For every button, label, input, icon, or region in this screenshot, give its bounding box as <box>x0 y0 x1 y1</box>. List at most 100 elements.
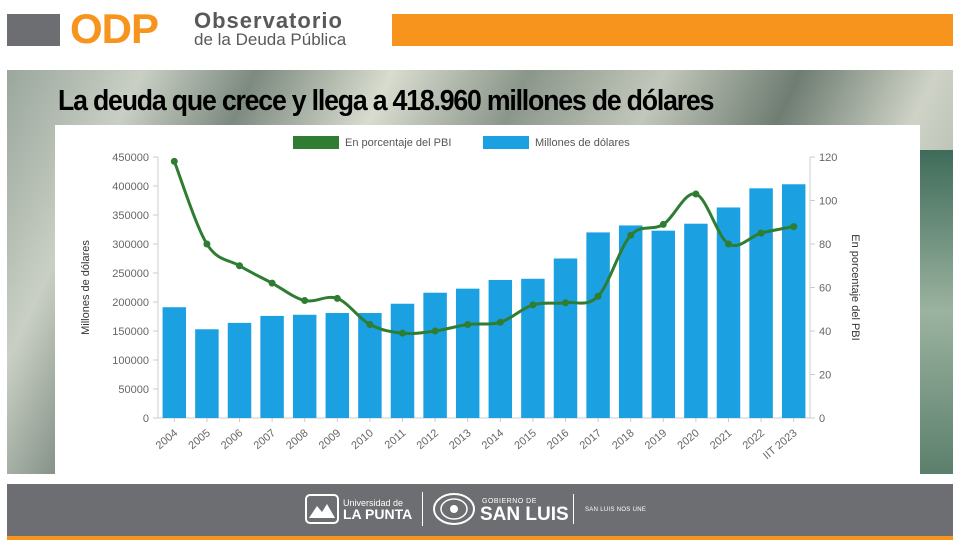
org-name-line2: de la Deuda Pública <box>194 30 347 49</box>
x-tick-label: 2015 <box>512 427 538 452</box>
y-tick-label: 300000 <box>112 239 149 251</box>
x-tick-label: 2014 <box>480 427 506 452</box>
debt-chart: 0 50000 100000 150000 200000 250000 300000 3500… <box>80 136 861 462</box>
x-tick-label: 2019 <box>643 427 669 452</box>
x-tick-label: 2020 <box>675 427 701 452</box>
x-tick-label: 2018 <box>610 427 636 452</box>
point-porcentaje-pbi <box>399 329 406 337</box>
point-porcentaje-pbi <box>529 301 537 309</box>
footer-orange-line <box>7 536 953 540</box>
point-porcentaje-pbi <box>594 292 602 300</box>
point-porcentaje-pbi <box>627 231 635 239</box>
footer <box>7 484 953 536</box>
x-tick-label: 2016 <box>545 427 571 452</box>
x-tick-label: 2017 <box>578 427 604 452</box>
gob-line2: SAN LUIS <box>480 504 569 525</box>
bar-millones <box>162 307 187 418</box>
y2-tick-label: 20 <box>819 370 831 382</box>
legend-swatch-porcentaje-pbi <box>293 136 339 149</box>
bar-millones <box>260 315 284 418</box>
background-photo-edge <box>920 150 953 474</box>
bar-millones <box>586 232 610 418</box>
y2-axis-title: En porcentaje del PBI <box>849 234 861 340</box>
bar-millones <box>553 258 578 418</box>
legend-swatch-millones <box>483 136 529 149</box>
x-tick-label: 2012 <box>415 427 441 452</box>
point-porcentaje-pbi <box>659 220 667 228</box>
bar-millones <box>521 278 545 418</box>
bar-millones <box>651 230 676 418</box>
san-luis-seal-icon <box>433 493 475 525</box>
x-tick-label: 2022 <box>741 427 767 452</box>
y2-tick-label: 0 <box>819 413 825 425</box>
y-tick-label: 150000 <box>112 326 149 338</box>
y-tick-label: 250000 <box>112 268 149 280</box>
legend-label-millones: Millones de dólares <box>535 137 630 149</box>
x-tick-label: 2021 <box>708 427 734 452</box>
gob-line1: GOBIERNO DE <box>482 498 537 505</box>
point-porcentaje-pbi <box>236 262 243 270</box>
bar-millones <box>195 329 219 418</box>
y-tick-label: 50000 <box>118 384 149 396</box>
bar-millones <box>292 314 317 418</box>
point-porcentaje-pbi <box>333 294 341 302</box>
y-tick-label: 100000 <box>112 355 149 367</box>
bar-millones <box>781 184 806 418</box>
bar-millones <box>358 313 382 418</box>
y2-tick-label: 60 <box>819 283 831 295</box>
y-tick-label: 350000 <box>112 210 149 222</box>
x-tick-label: IIT 2023 <box>761 427 799 462</box>
point-porcentaje-pbi <box>757 229 765 237</box>
point-porcentaje-pbi <box>562 299 569 307</box>
univ-line2: LA PUNTA <box>343 506 413 522</box>
point-porcentaje-pbi <box>464 320 472 328</box>
y-tick-label: 450000 <box>112 152 149 164</box>
point-porcentaje-pbi <box>301 297 309 305</box>
x-tick-label: 2011 <box>383 427 409 451</box>
y2-tick-label: 120 <box>819 152 837 164</box>
bar-millones <box>488 279 513 418</box>
bar-millones <box>390 303 415 418</box>
x-tick-label: 2008 <box>284 427 310 452</box>
x-tick-label: 2006 <box>219 427 245 452</box>
point-porcentaje-pbi <box>790 223 798 231</box>
x-tick-label: 2013 <box>447 427 473 452</box>
point-porcentaje-pbi <box>203 240 211 248</box>
bar-millones <box>618 225 643 418</box>
point-porcentaje-pbi <box>431 327 439 335</box>
footer-slogan: SAN LUIS NOS UNE <box>585 507 647 513</box>
point-porcentaje-pbi <box>692 190 700 198</box>
footer-separator <box>573 494 574 524</box>
bar-millones <box>423 292 447 418</box>
x-tick-label: 2009 <box>317 427 343 452</box>
header: ODP Observatorio de la Deuda Pública <box>0 0 960 62</box>
point-porcentaje-pbi <box>268 279 276 287</box>
legend-label-porcentaje-pbi: En porcentaje del PBI <box>345 137 451 149</box>
bar-millones <box>455 288 480 418</box>
x-tick-label: 2004 <box>154 427 180 452</box>
bar-millones <box>749 188 773 418</box>
slide-headline: La deuda que crece y llega a 418.960 mil… <box>58 85 714 117</box>
bar-millones <box>716 207 741 418</box>
bar-millones <box>325 313 350 418</box>
y2-tick-label: 40 <box>819 326 831 338</box>
point-porcentaje-pbi <box>170 157 178 165</box>
x-tick-label: 2007 <box>252 427 278 452</box>
y2-tick-label: 80 <box>819 239 831 251</box>
org-name-line1: Observatorio <box>194 8 343 33</box>
point-porcentaje-pbi <box>725 240 732 248</box>
y-tick-label: 200000 <box>112 297 149 309</box>
chart-panel: 0 50000 100000 150000 200000 250000 300000 3500… <box>55 125 920 474</box>
y2-tick-label: 100 <box>819 196 837 208</box>
odp-logo: ODP <box>70 5 159 52</box>
footer-separator <box>422 492 423 526</box>
y-tick-label: 0 <box>143 413 149 425</box>
y-tick-label: 400000 <box>112 181 149 193</box>
bar-millones <box>227 322 252 418</box>
bar-millones <box>684 223 708 418</box>
universidad-la-punta-icon <box>305 494 339 524</box>
y-axis-title: Millones de dólares <box>80 240 92 335</box>
x-tick-label: 2010 <box>349 427 375 452</box>
point-porcentaje-pbi <box>366 320 374 328</box>
point-porcentaje-pbi <box>496 318 504 326</box>
